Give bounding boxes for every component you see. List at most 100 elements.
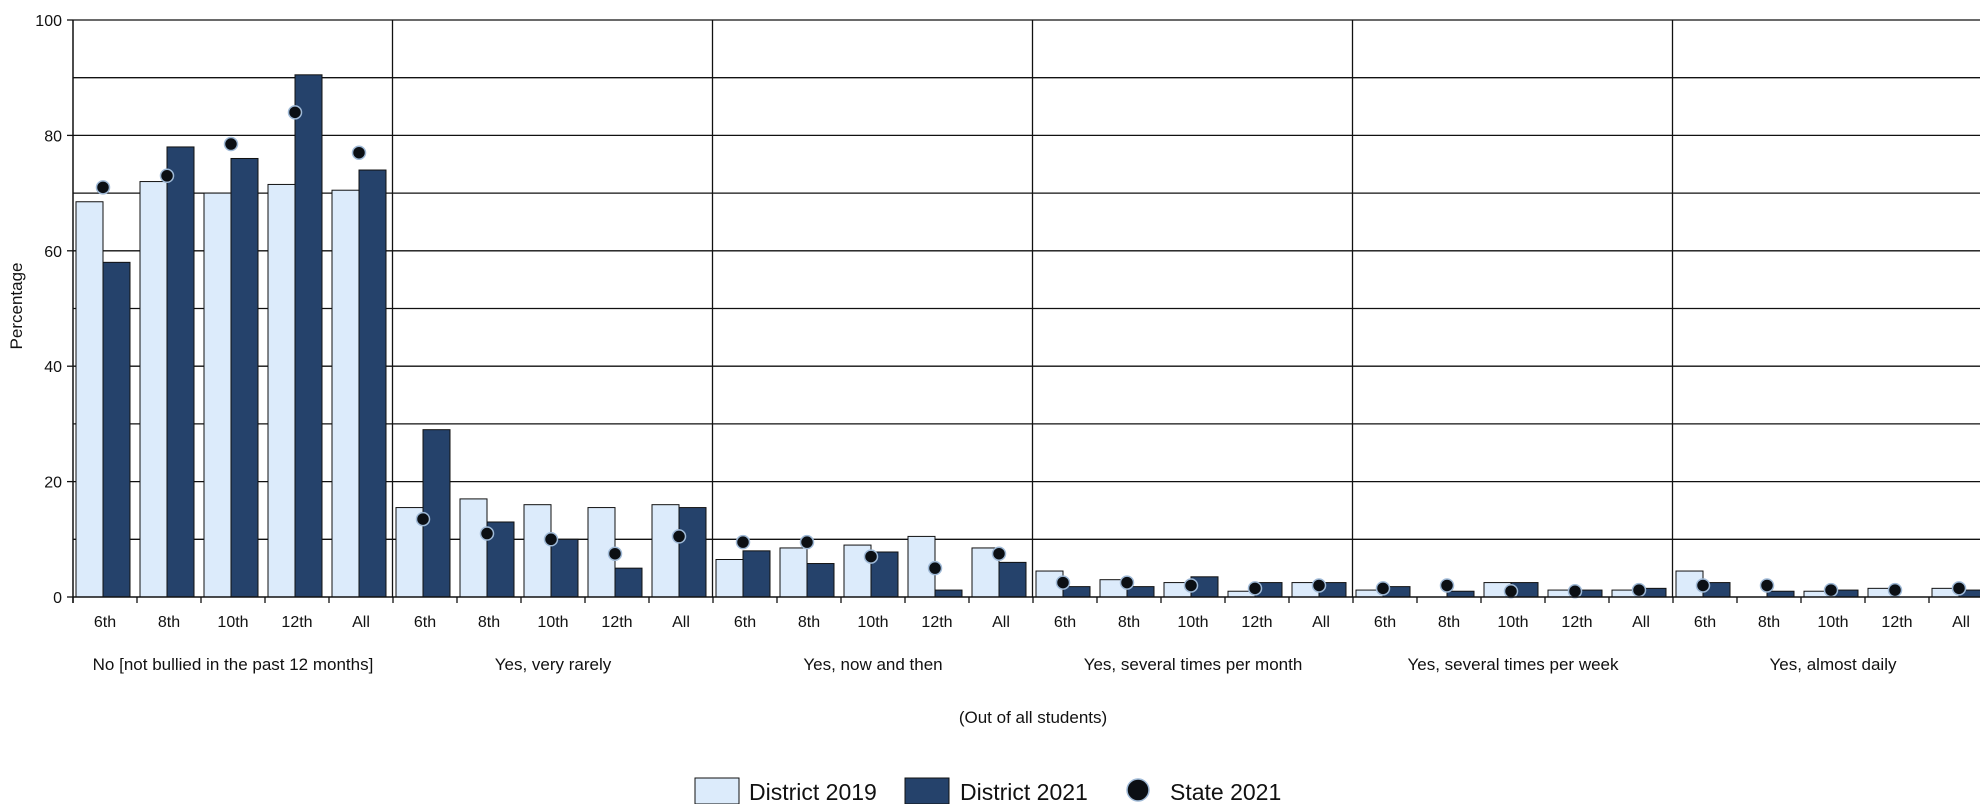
- point-state-2021: [287, 105, 303, 120]
- point-state-2021: [1887, 582, 1903, 598]
- x-tick-label-all: All: [1632, 614, 1650, 631]
- x-tick-label-6th: 6th: [734, 614, 756, 631]
- group-label-1: No [not bullied in the past 12 months]: [93, 655, 374, 674]
- point-state-2021: [927, 560, 943, 576]
- bar-district-2021: [102, 261, 131, 598]
- x-tick-label-12th: 12th: [1241, 614, 1272, 631]
- bar-district-2021: [1446, 590, 1475, 598]
- point-state-2021: [1951, 581, 1967, 596]
- point-state-2021: [799, 534, 815, 550]
- x-tick-label-12th: 12th: [1561, 614, 1592, 631]
- axes: [67, 19, 1980, 603]
- bar-district-2021: [166, 146, 195, 598]
- point-state-2021: [1567, 583, 1583, 599]
- bar-district-2021: [614, 567, 643, 598]
- point-state-2021: [735, 534, 751, 550]
- bar-district-2021: [806, 563, 835, 598]
- x-tick-label-8th: 8th: [1118, 614, 1140, 631]
- tick-labels: 0 20 40 60 80 100 6th 8th 10th 12th All No [not bul…: [35, 13, 1970, 674]
- x-tick-label-10th: 10th: [1177, 614, 1208, 631]
- group-label-6: Yes, almost daily: [1770, 655, 1897, 674]
- bar-district-2019: [459, 498, 488, 598]
- x-axis-title: (Out of all students): [959, 708, 1107, 727]
- bar-district-2019: [331, 189, 360, 598]
- bar-district-2021: [550, 538, 579, 598]
- legend: District 2019 District 2021 State 2021: [694, 777, 1281, 804]
- x-tick-label-6th: 6th: [1694, 614, 1716, 631]
- x-tick-label-10th: 10th: [537, 614, 568, 631]
- legend-swatch-district-2021: [904, 777, 950, 804]
- bar-district-2021: [934, 589, 963, 598]
- group-label-5: Yes, several times per week: [1407, 655, 1619, 674]
- x-tick-label-10th: 10th: [1497, 614, 1528, 631]
- bar-district-2021: [294, 74, 323, 598]
- x-tick-label-8th: 8th: [1438, 614, 1460, 631]
- point-state-2021: [223, 136, 239, 152]
- point-state-2021: [415, 511, 431, 527]
- y-axis-title: Percentage: [7, 263, 26, 350]
- y-tick-label-80: 80: [44, 128, 62, 145]
- point-state-2021: [95, 180, 111, 195]
- x-tick-label-6th: 6th: [94, 614, 116, 631]
- bar-district-2019: [779, 547, 808, 598]
- x-tick-label-10th: 10th: [217, 614, 248, 631]
- y-tick-label-40: 40: [44, 359, 62, 376]
- x-tick-label-all: All: [1952, 614, 1970, 631]
- point-state-2021: [1439, 578, 1455, 593]
- bar-district-2021: [422, 429, 451, 598]
- bar-district-2019: [75, 201, 104, 598]
- x-tick-label-8th: 8th: [1758, 614, 1780, 631]
- point-state-2021: [1119, 575, 1135, 590]
- legend-swatch-district-2019: [694, 777, 740, 804]
- point-state-2021: [543, 532, 559, 547]
- x-tick-label-10th: 10th: [1817, 614, 1848, 631]
- legend-label-district-2019: District 2019: [749, 779, 877, 804]
- point-state-2021: [1183, 578, 1199, 593]
- point-state-2021: [1055, 575, 1071, 590]
- group-label-4: Yes, several times per month: [1084, 655, 1303, 674]
- bar-district-2021: [358, 169, 387, 598]
- bar-district-2019: [651, 504, 680, 598]
- x-tick-label-8th: 8th: [798, 614, 820, 631]
- point-state-2021: [159, 168, 175, 184]
- point-state-2021: [1503, 583, 1519, 599]
- bar-district-2019: [267, 183, 296, 598]
- x-tick-label-8th: 8th: [158, 614, 180, 631]
- x-tick-label-6th: 6th: [1054, 614, 1076, 631]
- bar-district-2021: [230, 157, 259, 598]
- x-tick-label-10th: 10th: [857, 614, 888, 631]
- x-tick-label-12th: 12th: [601, 614, 632, 631]
- bars: [75, 74, 1980, 599]
- gridlines: [73, 19, 1980, 597]
- x-tick-label-12th: 12th: [281, 614, 312, 631]
- group-label-2: Yes, very rarely: [495, 655, 612, 674]
- y-tick-label-20: 20: [44, 475, 62, 492]
- bar-district-2019: [203, 192, 232, 598]
- point-state-2021: [1631, 582, 1647, 598]
- x-tick-label-all: All: [352, 614, 370, 631]
- bar-district-2021: [742, 550, 771, 598]
- point-state-2021: [1695, 578, 1711, 593]
- x-tick-label-12th: 12th: [921, 614, 952, 631]
- point-state-2021: [1823, 582, 1839, 598]
- bar-district-2021: [1766, 590, 1795, 598]
- bar-district-2019: [715, 558, 744, 598]
- x-tick-label-8th: 8th: [478, 614, 500, 631]
- point-state-2021: [1311, 578, 1327, 593]
- x-tick-label-6th: 6th: [414, 614, 436, 631]
- point-state-2021: [479, 526, 495, 541]
- group-label-3: Yes, now and then: [803, 655, 942, 674]
- point-state-2021: [671, 529, 687, 544]
- bar-district-2021: [678, 507, 707, 598]
- point-state-2021: [1375, 581, 1391, 596]
- x-tick-label-6th: 6th: [1374, 614, 1396, 631]
- point-state-2021: [863, 549, 879, 564]
- x-tick-label-all: All: [992, 614, 1010, 631]
- bar-district-2019: [523, 504, 552, 598]
- bar-district-2021: [998, 561, 1027, 598]
- x-tick-label-all: All: [672, 614, 690, 631]
- point-state-2021: [1247, 581, 1263, 596]
- legend-marker-state-2021: [1126, 778, 1150, 802]
- point-state-2021: [351, 145, 367, 160]
